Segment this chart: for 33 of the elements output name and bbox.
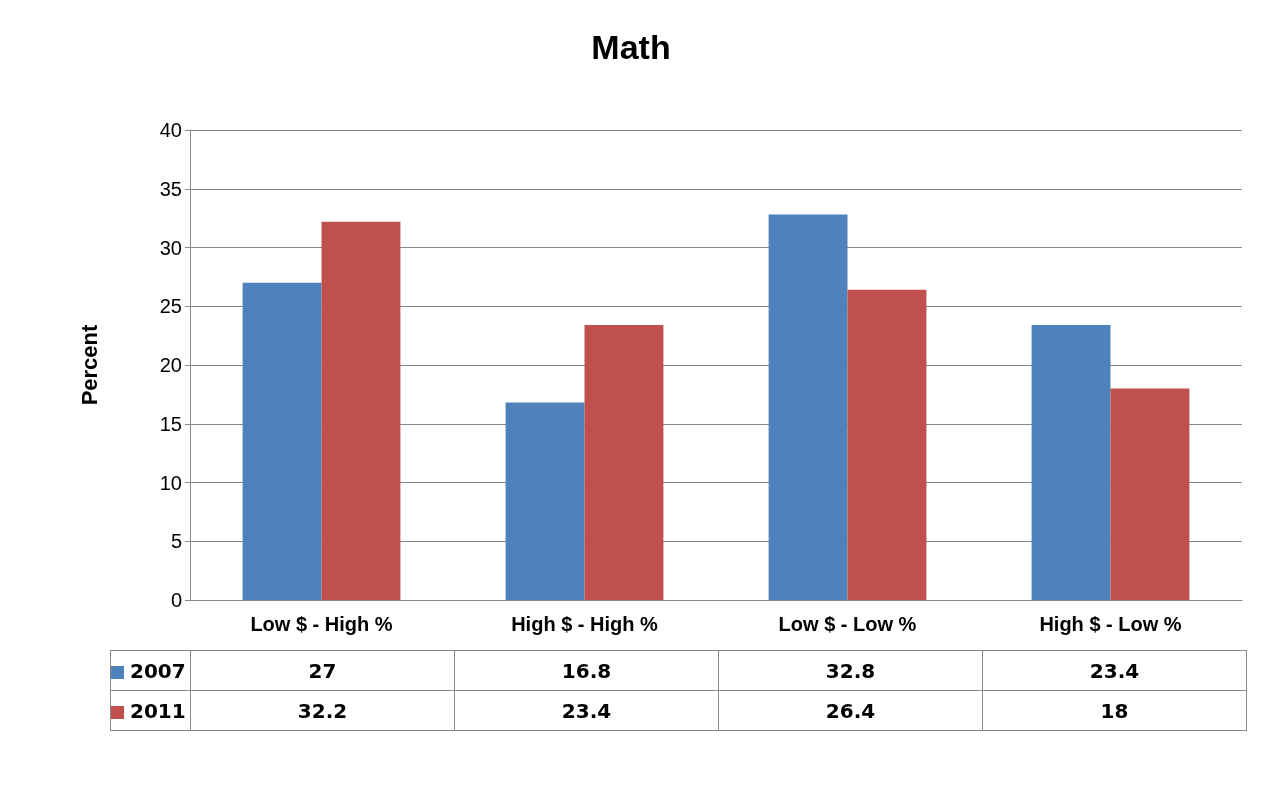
bar [242, 282, 322, 600]
bar [321, 221, 401, 600]
x-tick-label: High $ - Low % [1039, 613, 1182, 635]
legend-label: 2011 [110, 690, 191, 731]
data-label: 32.8 [718, 650, 983, 691]
y-axis-title: Percent [76, 323, 102, 406]
x-tick-label: Low $ - Low % [778, 613, 917, 635]
data-label: 23.4 [454, 690, 719, 731]
bar [1031, 325, 1111, 600]
chart-title: Math [591, 28, 671, 66]
data-label: 26.4 [718, 690, 983, 731]
y-tick-label: 25 [159, 295, 182, 318]
bar [584, 325, 664, 600]
y-tick-label: 15 [159, 412, 182, 435]
y-tick-label: 10 [159, 471, 182, 494]
data-label: 27 [190, 650, 455, 691]
data-label: 18 [982, 690, 1247, 731]
y-tick-label: 35 [159, 177, 182, 200]
legend-label: 2007 [110, 650, 191, 691]
y-tick-label: 0 [170, 589, 182, 611]
bar [505, 402, 585, 600]
y-tick-label: 20 [159, 354, 182, 376]
y-tick-label: 5 [170, 530, 182, 553]
y-tick-label: 40 [159, 119, 182, 141]
data-label: 23.4 [982, 650, 1247, 691]
data-label: 16.8 [454, 650, 719, 691]
data-label: 32.2 [190, 690, 455, 731]
bar [847, 289, 927, 600]
x-tick-label: High $ - High % [511, 613, 659, 635]
bar [768, 214, 848, 600]
x-tick-label: Low $ - High % [250, 613, 393, 635]
bar [1110, 388, 1190, 600]
y-tick-label: 30 [159, 236, 182, 259]
